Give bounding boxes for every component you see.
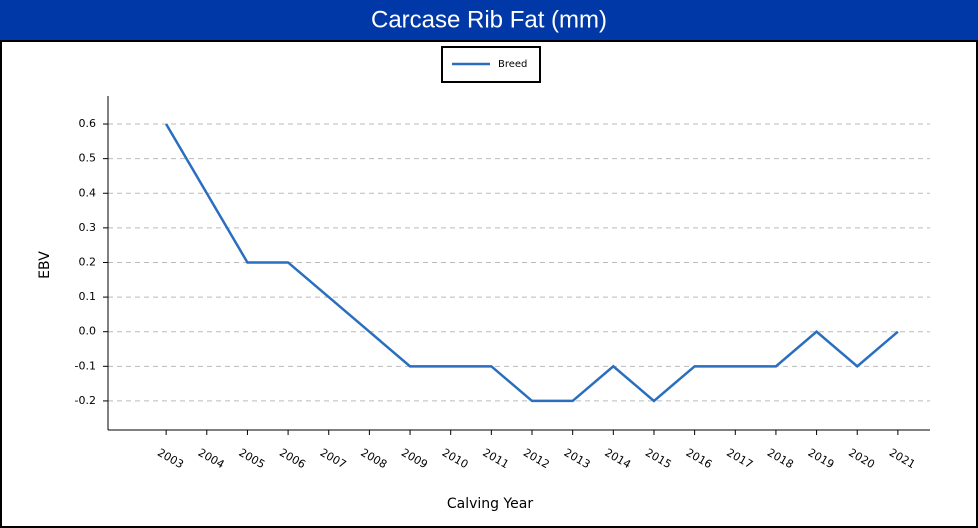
y-tick-label: -0.2 — [75, 394, 96, 407]
x-tick-label: 2007 — [318, 446, 349, 471]
x-tick-label: 2015 — [643, 446, 674, 471]
x-tick-label: 2008 — [358, 446, 389, 471]
title-bar — [0, 0, 978, 40]
x-tick-label: 2003 — [155, 446, 186, 471]
y-tick-label: -0.1 — [75, 359, 96, 372]
chart-title: Carcase Rib Fat (mm) — [371, 6, 607, 33]
y-tick-label: 0.4 — [79, 186, 97, 199]
x-tick-label: 2004 — [196, 446, 227, 471]
x-tick-label: 2021 — [887, 446, 918, 471]
y-tick-label: 0.5 — [79, 152, 97, 165]
x-tick-label: 2017 — [724, 446, 755, 471]
x-tick-label: 2005 — [236, 446, 267, 471]
x-tick-label: 2014 — [602, 446, 633, 471]
y-tick-label: 0.0 — [79, 325, 97, 338]
y-tick-label: 0.1 — [79, 290, 97, 303]
x-tick-label: 2020 — [846, 446, 877, 471]
x-tick-label: 2010 — [440, 446, 471, 471]
series-line — [165, 123, 899, 403]
y-axis-label: EBV — [37, 251, 53, 279]
x-axis-label: Calving Year — [447, 496, 534, 512]
x-tick-label: 2011 — [480, 446, 511, 471]
y-tick-label: 0.2 — [79, 255, 97, 268]
frame — [0, 40, 978, 528]
y-tick-label: 0.3 — [79, 221, 97, 234]
x-tick-label: 2019 — [806, 446, 837, 471]
x-tick-label: 2016 — [684, 446, 715, 471]
x-tick-label: 2018 — [765, 446, 796, 471]
y-tick-label: 0.6 — [79, 117, 97, 130]
legend-label: Breed — [498, 59, 527, 70]
x-tick-label: 2009 — [399, 446, 430, 471]
x-tick-label: 2012 — [521, 446, 552, 471]
x-tick-label: 2006 — [277, 446, 308, 471]
x-tick-label: 2013 — [562, 446, 593, 471]
